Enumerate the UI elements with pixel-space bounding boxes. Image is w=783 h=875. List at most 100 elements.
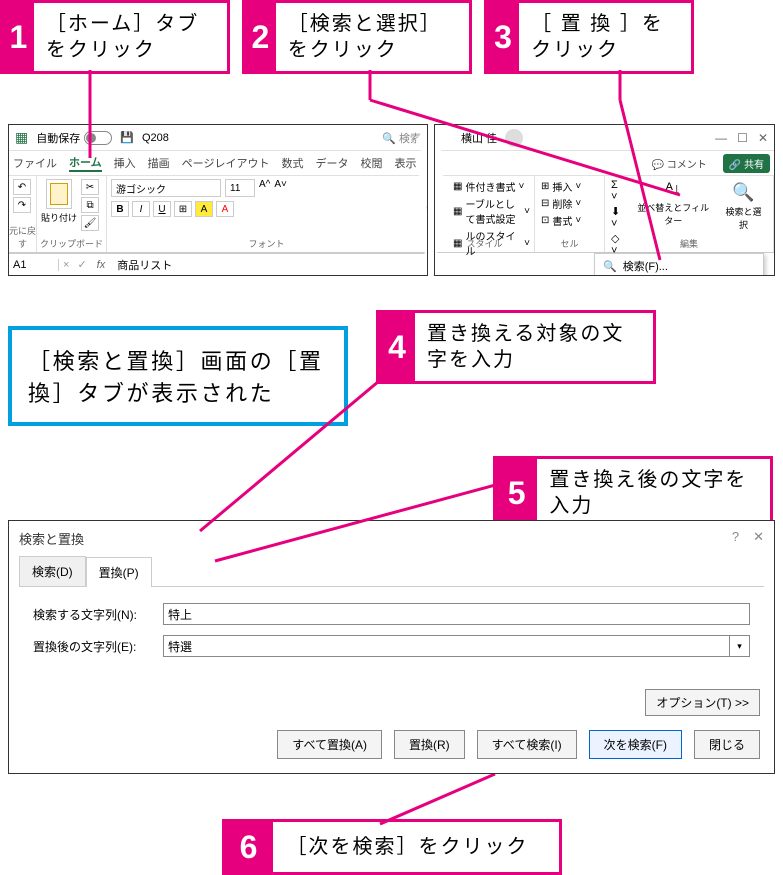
fill-color-button[interactable]: A <box>195 201 213 217</box>
step-6-callout: 6 ［次を検索］をクリック <box>222 819 562 875</box>
dialog-tab-replace[interactable]: 置換(P) <box>86 557 152 587</box>
info-box: ［検索と置換］画面の［置換］タブが表示された <box>8 326 348 426</box>
font-group-label: フォント <box>107 237 426 250</box>
insert-cells-button[interactable]: ⊞ 挿入 ˅ <box>541 179 598 194</box>
step-1-number: 1 <box>3 3 34 71</box>
tab-insert[interactable]: 挿入 <box>114 155 136 171</box>
tab-view[interactable]: 表示 <box>394 155 416 171</box>
user-avatar-icon[interactable] <box>505 129 523 147</box>
tab-draw[interactable]: 描画 <box>148 155 170 171</box>
step-1-text: ［ホーム］タブをクリック <box>34 3 227 71</box>
step-2-callout: 2 ［検索と選択］をクリック <box>242 0 472 74</box>
toggle-icon[interactable] <box>84 131 112 145</box>
bold-button[interactable]: B <box>111 201 129 217</box>
border-button[interactable]: ⊞ <box>174 201 192 217</box>
sort-filter-label: 並べ替えとフィルター <box>636 201 710 227</box>
cells-group-label: セル <box>535 237 604 250</box>
decrease-font-icon[interactable]: A˅ <box>274 179 287 197</box>
search-icon[interactable]: 🔍 検索 <box>382 130 421 146</box>
step-1-callout: 1 ［ホーム］タブをクリック <box>0 0 230 74</box>
tab-file[interactable]: ファイル <box>13 155 57 171</box>
fill-button[interactable]: ⬇ ˅ <box>611 205 626 230</box>
tab-review[interactable]: 校閲 <box>360 155 382 171</box>
formula-bar: A1 × ✓ fx 商品リスト <box>9 253 427 275</box>
excel-logo-icon: ▦ <box>15 129 28 146</box>
step-6-text: ［次を検索］をクリック <box>273 822 543 872</box>
paste-label: 貼り付け <box>41 211 77 224</box>
italic-button[interactable]: I <box>132 201 150 217</box>
options-button[interactable]: オプション(T) >> <box>645 689 760 716</box>
step-5-callout: 5 置き換え後の文字を入力 <box>493 456 773 530</box>
step-5-number: 5 <box>496 459 537 527</box>
replace-dropdown-icon[interactable]: ▾ <box>730 635 750 657</box>
underline-button[interactable]: U <box>153 201 171 217</box>
find-what-input[interactable] <box>163 603 750 625</box>
undo-button[interactable]: ↶ <box>13 179 31 195</box>
dropdown-find-item[interactable]: 🔍 検索(F)... <box>595 254 763 276</box>
dialog-help-icon[interactable]: ? <box>732 529 739 548</box>
dialog-title: 検索と置換 <box>19 529 84 548</box>
paste-icon <box>46 179 72 209</box>
excel-ribbon-left: ▦ 自動保存 💾 Q208 🔍 検索 ファイル ホーム 挿入 描画 ページレイア… <box>8 124 428 276</box>
dialog-close-icon[interactable]: ✕ <box>753 529 764 548</box>
search-icon: 🔍 <box>603 260 617 273</box>
replace-with-input[interactable] <box>163 635 730 657</box>
find-what-label: 検索する文字列(N): <box>33 606 153 623</box>
undo-group-label: 元に戻す <box>9 224 36 250</box>
paste-button[interactable]: 貼り付け <box>41 179 77 224</box>
autosum-button[interactable]: Σ ˅ <box>611 179 626 203</box>
comments-button[interactable]: 💬 コメント <box>652 156 707 171</box>
username: 横山 佳 <box>461 130 497 146</box>
step-2-text: ［検索と選択］をクリック <box>276 3 469 71</box>
step-4-number: 4 <box>379 313 415 381</box>
format-as-table-button[interactable]: ▦ ーブルとして書式設定 ˅ <box>453 196 530 226</box>
conditional-formatting-button[interactable]: ▦ 件付き書式 ˅ <box>453 179 530 194</box>
dialog-tab-find[interactable]: 検索(D) <box>19 556 86 586</box>
format-painter-button[interactable]: 🖌 <box>81 215 99 231</box>
tab-pagelayout[interactable]: ページレイアウト <box>182 155 270 171</box>
step-3-number: 3 <box>487 3 519 71</box>
styles-group-label: スタイル <box>435 237 534 250</box>
autosave-toggle[interactable]: 自動保存 <box>36 130 112 146</box>
redo-button[interactable]: ↷ <box>13 197 31 213</box>
fx-icon[interactable]: fx <box>91 259 112 271</box>
close-icon[interactable]: ✕ <box>758 131 768 145</box>
step-3-text: ［ 置 換 ］をクリック <box>519 3 691 71</box>
step-2-number: 2 <box>245 3 276 71</box>
save-icon[interactable]: 💾 <box>120 131 134 144</box>
find-select-label: 検索と選択 <box>725 205 762 231</box>
cancel-icon[interactable]: × <box>59 259 73 271</box>
step-4-text: 置き換える対象の文字を入力 <box>415 313 653 381</box>
editing-group-label: 編集 <box>605 237 773 250</box>
find-select-icon: 🔍 <box>732 182 754 203</box>
autosave-label: 自動保存 <box>36 130 80 146</box>
name-box[interactable]: A1 <box>9 259 59 271</box>
sort-filter-icon: ᴬ↓ <box>666 181 681 199</box>
find-select-dropdown: 🔍 検索(F)... ↔ 置換(R)... <box>594 253 764 276</box>
cut-button[interactable]: ✂ <box>81 179 99 195</box>
filename: Q208 <box>142 132 169 144</box>
clipboard-group-label: クリップボード <box>37 237 106 250</box>
titlebar: ▦ 自動保存 💾 Q208 🔍 検索 <box>9 125 427 151</box>
tab-data[interactable]: データ <box>315 155 348 171</box>
step-4-callout: 4 置き換える対象の文字を入力 <box>376 310 656 384</box>
dropdown-find-label: 検索(F)... <box>623 258 668 274</box>
font-color-button[interactable]: A <box>216 201 234 217</box>
delete-cells-button[interactable]: ⊟ 削除 ˅ <box>541 196 598 211</box>
maximize-icon[interactable]: ☐ <box>737 131 748 145</box>
increase-font-icon[interactable]: A^ <box>259 179 270 197</box>
enter-icon[interactable]: ✓ <box>73 258 90 271</box>
formula-value[interactable]: 商品リスト <box>111 257 172 273</box>
share-button[interactable]: 🔗 共有 <box>723 154 770 173</box>
minimize-icon[interactable]: — <box>715 131 727 145</box>
font-name-select[interactable]: 游ゴシック <box>111 179 221 197</box>
tab-home[interactable]: ホーム <box>69 154 102 172</box>
step-6-number: 6 <box>225 822 273 872</box>
step-5-text: 置き換え後の文字を入力 <box>537 459 770 527</box>
ribbon-tabs: ファイル ホーム 挿入 描画 ページレイアウト 数式 データ 校閲 表示 <box>9 151 427 175</box>
tab-formulas[interactable]: 数式 <box>281 155 303 171</box>
font-size-select[interactable]: 11 <box>225 179 255 197</box>
step-3-callout: 3 ［ 置 換 ］をクリック <box>484 0 694 74</box>
copy-button[interactable]: ⧉ <box>81 197 99 213</box>
format-cells-button[interactable]: ⊡ 書式 ˅ <box>541 213 598 228</box>
